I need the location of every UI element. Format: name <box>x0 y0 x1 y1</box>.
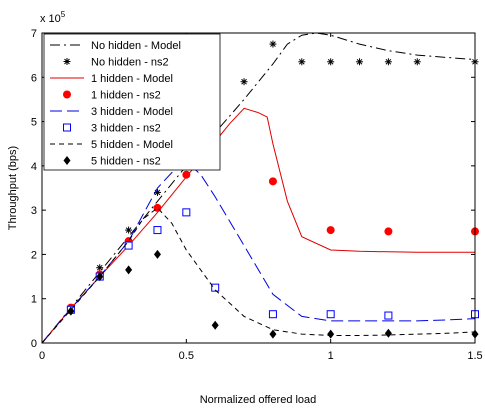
y-tick-label: 4 <box>31 161 37 173</box>
legend-label: 5 hidden - ns2 <box>91 156 161 168</box>
legend-entry-5-hidden-ns2: 5 hidden - ns2 <box>63 156 161 168</box>
data-point-5-hidden-ns2-7 <box>384 328 392 338</box>
data-point-no-hidden-ns2-6 <box>240 78 248 86</box>
data-point-1-hidden-ns2-7 <box>326 226 335 235</box>
y-tick-label: 7 <box>31 28 37 40</box>
data-point-5-hidden-ns2-5 <box>269 329 277 339</box>
legend: No hidden - Model No hidden - ns2 1 hidden… <box>43 33 221 171</box>
x-tick-label: 1 <box>328 350 334 362</box>
data-point-5-hidden-ns2-6 <box>327 329 335 339</box>
y-axis-multiplier: x 105 <box>40 10 66 25</box>
y-tick-label: 3 <box>31 205 37 217</box>
legend-label: 1 hidden - Model <box>91 73 173 85</box>
y-tick-label: 2 <box>31 249 37 261</box>
legend-swatch <box>63 58 71 65</box>
data-point-no-hidden-ns2-7 <box>269 40 277 48</box>
data-point-5-hidden-ns2-0 <box>67 306 75 316</box>
series-line-no-hidden-model <box>41 32 476 344</box>
y-axis-label: Throughput (bps) <box>7 146 19 230</box>
x-axis-ticks: 0 0.5 1 1.5 <box>39 33 483 362</box>
y-multiplier-exponent: 5 <box>61 10 66 19</box>
data-point-5-hidden-ns2-4 <box>211 320 219 330</box>
legend-entry-no-hidden-model: No hidden - Model <box>50 40 181 52</box>
x-axis-label: Normalized offered load <box>200 394 317 406</box>
data-point-3-hidden-ns2-2 <box>124 241 133 250</box>
legend-entry-5-hidden-model: 5 hidden - Model <box>50 139 173 151</box>
legend-entry-1-hidden-model: 1 hidden - Model <box>50 73 173 85</box>
legend-label: 3 hidden - ns2 <box>91 123 161 135</box>
data-point-5-hidden-ns2-1 <box>96 272 104 282</box>
legend-label: No hidden - ns2 <box>91 57 169 69</box>
x-tick-label: 1.5 <box>467 350 482 362</box>
series-line-5-hidden-model <box>41 207 476 344</box>
data-point-3-hidden-ns2-5 <box>211 283 220 292</box>
legend-entry-no-hidden-ns2: No hidden - ns2 <box>63 57 169 69</box>
data-point-no-hidden-ns2-10 <box>356 58 364 66</box>
legend-swatch <box>63 156 71 165</box>
legend-entry-3-hidden-ns2: 3 hidden - ns2 <box>63 123 161 135</box>
legend-label: No hidden - Model <box>91 40 181 52</box>
data-point-1-hidden-ns2-4 <box>182 170 191 179</box>
data-point-no-hidden-ns2-11 <box>384 58 392 66</box>
data-point-5-hidden-ns2-2 <box>125 265 133 275</box>
x-tick-label: 0.5 <box>179 350 194 362</box>
legend-swatch <box>63 90 71 99</box>
legend-swatch <box>63 123 71 132</box>
data-point-1-hidden-ns2-8 <box>384 227 393 236</box>
y-tick-label: 6 <box>31 72 37 84</box>
y-tick-label: 0 <box>31 338 37 350</box>
legend-label: 3 hidden - Model <box>91 106 173 118</box>
data-point-3-hidden-ns2-7 <box>326 310 335 319</box>
legend-label: 1 hidden - ns2 <box>91 90 161 102</box>
legend-entry-3-hidden-model: 3 hidden - Model <box>50 106 173 118</box>
data-point-3-hidden-ns2-6 <box>268 310 277 319</box>
y-multiplier-base: x 10 <box>40 13 61 25</box>
legend-box <box>43 33 221 171</box>
data-point-no-hidden-ns2-2 <box>125 226 133 234</box>
data-point-no-hidden-ns2-8 <box>298 58 306 66</box>
y-tick-label: 1 <box>31 294 37 306</box>
data-point-1-hidden-ns2-6 <box>268 177 277 186</box>
y-tick-label: 5 <box>31 117 37 129</box>
plot-area-frame <box>41 32 476 344</box>
data-point-no-hidden-ns2-9 <box>327 58 335 66</box>
data-point-5-hidden-ns2-3 <box>153 249 161 259</box>
data-point-3-hidden-ns2-3 <box>153 226 162 235</box>
data-point-no-hidden-ns2-12 <box>413 58 421 66</box>
data-point-no-hidden-ns2-1 <box>96 264 104 272</box>
data-point-3-hidden-ns2-4 <box>182 208 191 217</box>
legend-label: 5 hidden - Model <box>91 139 173 151</box>
series-line-1-hidden-model <box>41 107 475 344</box>
legend-entry-1-hidden-ns2: 1 hidden - ns2 <box>63 90 161 102</box>
data-point-3-hidden-ns2-8 <box>384 311 393 320</box>
x-tick-label: 0 <box>39 350 45 362</box>
